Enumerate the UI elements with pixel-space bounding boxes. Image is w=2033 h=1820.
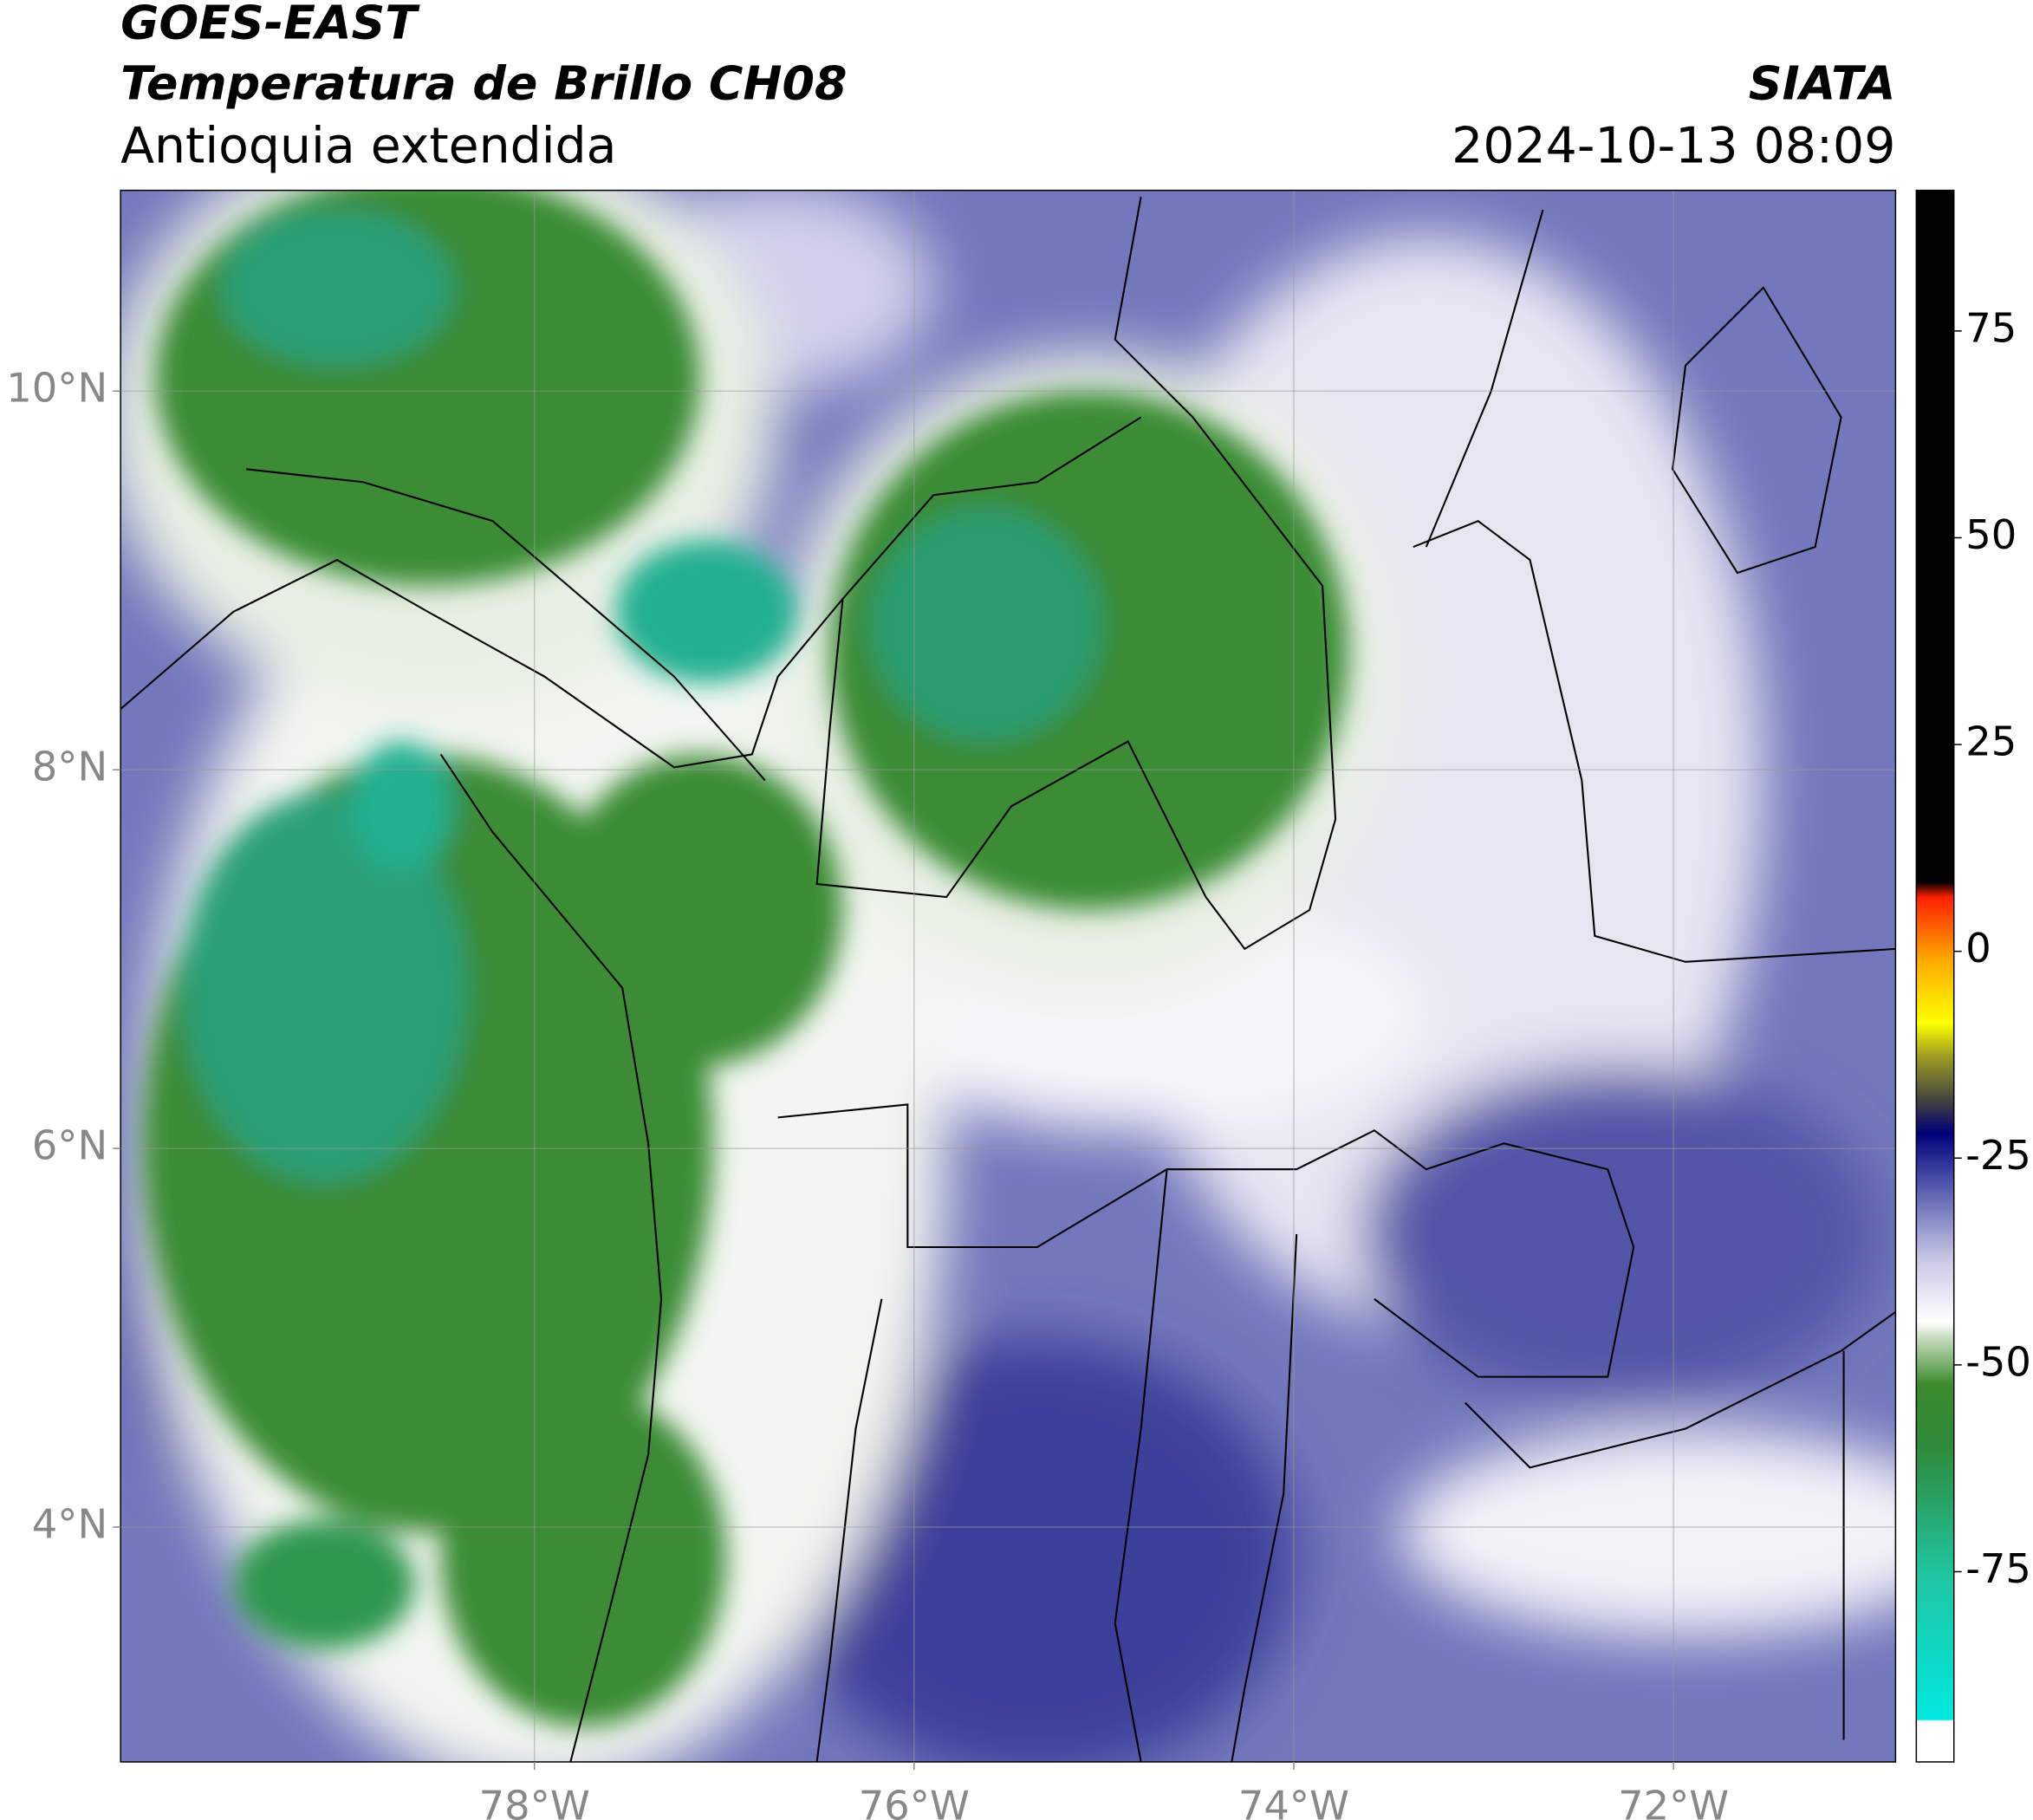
title-product: Temperatura de Brillo CH08 (120, 56, 847, 111)
colorbar (1915, 189, 1955, 1763)
source-label: SIATA (1749, 56, 1896, 111)
y-tick-label: 8°N (32, 744, 107, 790)
colorbar-tick-label: 0 (1965, 925, 1991, 972)
colorbar-tick-label: -50 (1965, 1338, 2031, 1385)
datetime-label: 2024-10-13 08:09 (1452, 117, 1895, 174)
map-image (120, 190, 1896, 1762)
colorbar-tick-label: -75 (1965, 1545, 2031, 1592)
x-tick-label: 76°W (859, 1782, 970, 1820)
y-tick-label: 6°N (32, 1122, 107, 1169)
map-frame (120, 189, 1897, 1763)
x-tick-label: 78°W (479, 1782, 590, 1820)
y-tick-label: 10°N (6, 365, 107, 412)
y-tick-label: 4°N (32, 1501, 107, 1548)
subtitle-region: Antioquia extendida (120, 117, 616, 174)
colorbar-tick-label: 25 (1965, 718, 2017, 765)
x-tick-label: 74°W (1238, 1782, 1349, 1820)
x-tick-label: 72°W (1618, 1782, 1729, 1820)
colorbar-tick-label: 75 (1965, 304, 2017, 351)
graticule (120, 190, 1896, 1762)
title-satellite: GOES-EAST (120, 0, 420, 49)
colorbar-tick-label: -25 (1965, 1132, 2031, 1179)
colorbar-tick-label: 50 (1965, 511, 2017, 558)
